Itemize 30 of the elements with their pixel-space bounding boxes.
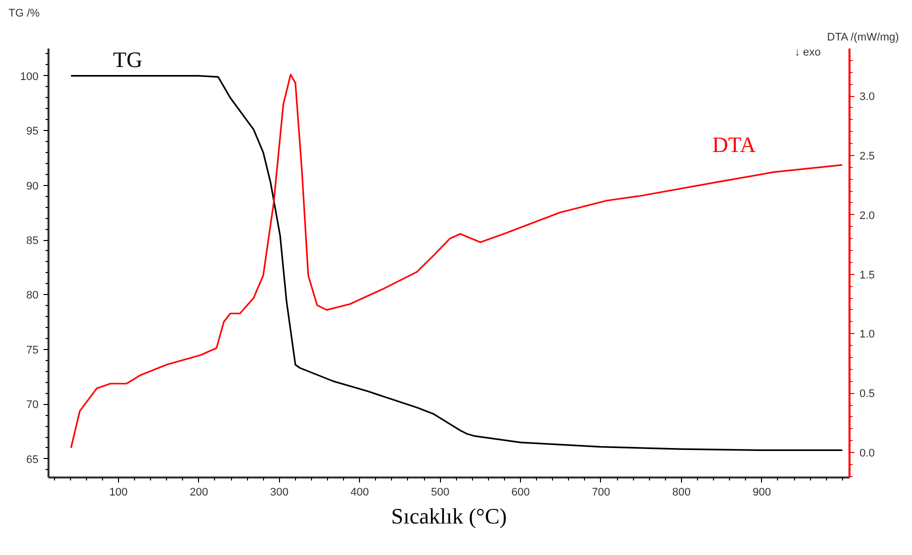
y-axis-title: TG /%: [8, 8, 40, 20]
x-tick-label: 400: [350, 486, 369, 498]
x-axis-title: Sıcaklık (°C): [391, 504, 507, 528]
x-tick-label: 200: [190, 486, 208, 498]
y2-tick-label: 0.0: [860, 448, 875, 460]
y2-axis-title: DTA /(mW/mg): [826, 32, 899, 44]
x-tick-label: 800: [672, 486, 691, 498]
y-tick-label: 85: [26, 235, 39, 248]
y-tick-label: 80: [26, 290, 39, 302]
y-tick-label: 95: [26, 126, 39, 138]
y2-tick-label: 0.5: [860, 388, 875, 400]
y2-tick-label: 3.0: [860, 91, 875, 104]
x-tick-label: 500: [430, 486, 450, 498]
y-tick-label: 90: [26, 180, 39, 192]
x-tick-label: 600: [511, 486, 530, 498]
y2-tick-label: 1.5: [860, 269, 875, 282]
y-tick-label: 65: [26, 454, 39, 466]
y-tick-label: 75: [26, 344, 39, 356]
y-tick-label: 100: [20, 70, 39, 83]
x-tick-label: 900: [752, 486, 772, 498]
y-tick-label: 70: [26, 399, 39, 412]
y2-tick-label: 2.5: [860, 150, 875, 162]
annotation: ↓ exo: [794, 46, 821, 58]
x-tick-label: 300: [270, 486, 288, 498]
x-tick-label: 700: [592, 486, 610, 498]
series-label: DTA: [712, 132, 756, 157]
series-label: TG: [113, 46, 142, 72]
y2-tick-label: 1.0: [860, 328, 875, 341]
x-tick-label: 100: [109, 486, 128, 498]
y2-tick-label: 2.0: [860, 210, 875, 222]
